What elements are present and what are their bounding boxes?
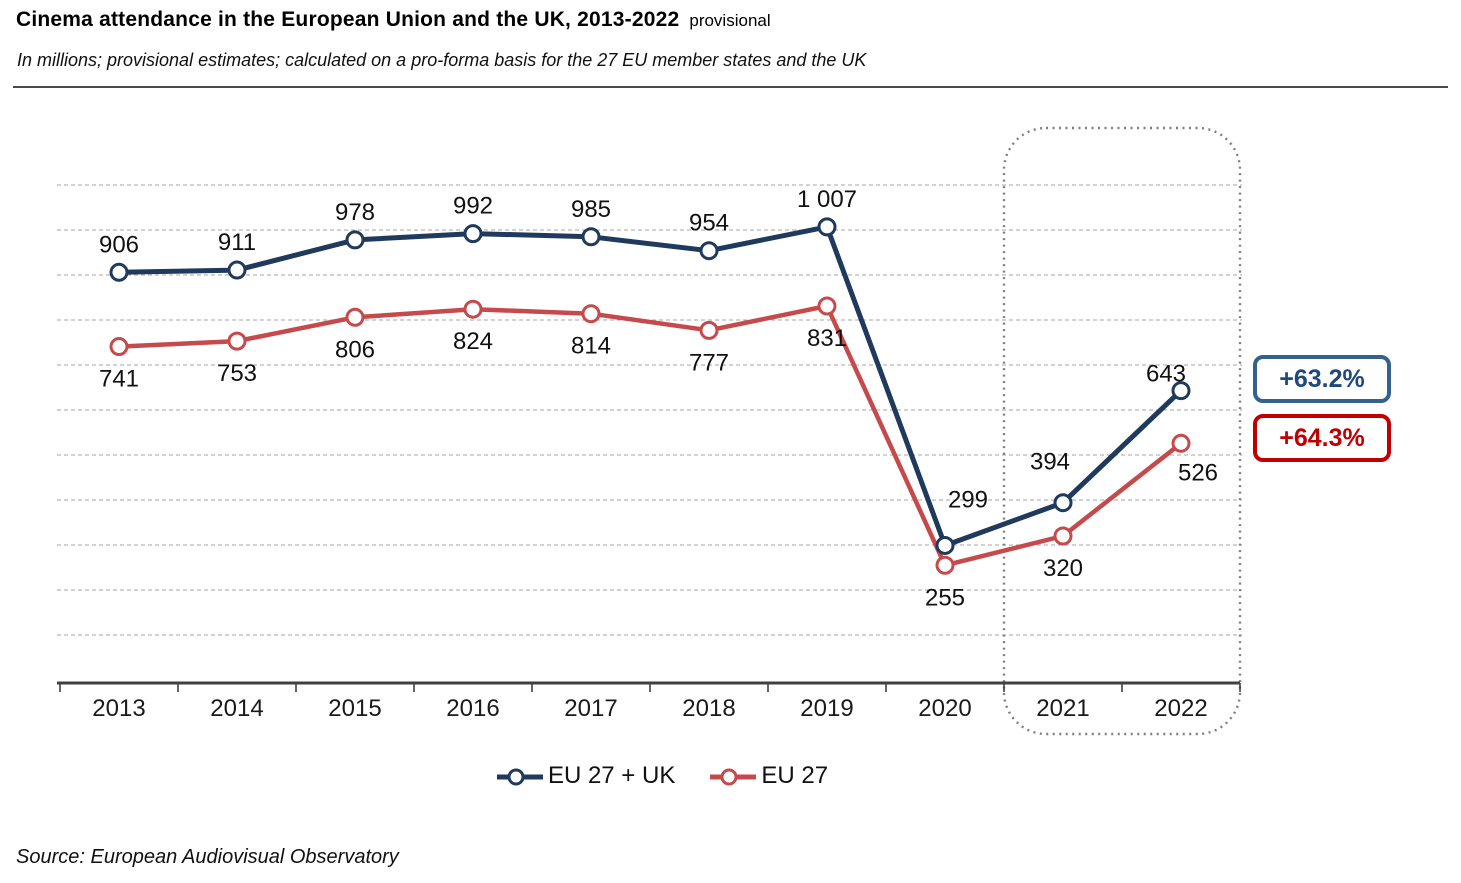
data-point: [817, 296, 837, 316]
data-point: [1171, 381, 1191, 401]
series-line-eu27: [116, 303, 1184, 568]
data-point: [1053, 526, 1073, 546]
series-line-eu27-uk: [116, 224, 1184, 548]
data-point: [817, 217, 837, 237]
data-label: 814: [571, 333, 611, 360]
data-point: [1171, 433, 1191, 453]
data-point: [345, 230, 365, 250]
data-label: 526: [1178, 459, 1218, 486]
data-point: [109, 337, 129, 357]
data-label: 978: [335, 199, 375, 226]
data-label: 1 007: [797, 186, 857, 213]
year-label: 2016: [446, 695, 499, 722]
year-label: 2014: [210, 695, 263, 722]
data-point: [699, 320, 719, 340]
data-label: 911: [218, 229, 256, 256]
data-point: [699, 241, 719, 261]
chart-legend: EU 27 + UK EU 27: [0, 762, 1324, 790]
data-point: [935, 555, 955, 575]
data-point: [463, 299, 483, 319]
highlight-box: [1002, 126, 1242, 736]
data-point: [109, 262, 129, 282]
data-label: 906: [99, 231, 139, 258]
data-label: 806: [335, 336, 375, 363]
data-point: [581, 227, 601, 247]
data-label: 831: [807, 325, 847, 352]
header: Cinema attendance in the European Union …: [16, 8, 771, 32]
year-label: 2018: [682, 695, 735, 722]
legend-label: EU 27 + UK: [547, 762, 676, 789]
data-label: 985: [571, 196, 611, 223]
data-label: 824: [453, 328, 493, 355]
data-label: 777: [689, 349, 729, 376]
year-label: 2022: [1154, 695, 1207, 722]
data-label: 753: [217, 360, 257, 387]
source-note: Source: European Audiovisual Observatory: [16, 846, 399, 868]
data-point: [227, 331, 247, 351]
data-label: 299: [948, 487, 988, 514]
year-label: 2013: [92, 695, 145, 722]
year-label: 2021: [1036, 695, 1089, 722]
data-point: [935, 535, 955, 555]
year-label: 2015: [328, 695, 381, 722]
growth-badge-eu27-uk: +63.2%: [1253, 355, 1391, 403]
year-label: 2017: [564, 695, 617, 722]
line-marker-icon: [709, 766, 757, 786]
data-label: 741: [99, 366, 139, 393]
data-point: [1053, 493, 1073, 513]
growth-badge-eu27: +64.3%: [1253, 414, 1391, 462]
page-title-suffix: provisional: [689, 11, 771, 30]
data-label: 394: [1030, 449, 1070, 476]
page-title: Cinema attendance in the European Union …: [16, 8, 680, 31]
data-label: 255: [925, 584, 965, 611]
data-point: [345, 307, 365, 327]
data-label: 643: [1146, 361, 1186, 388]
data-label: 992: [453, 193, 493, 220]
year-label: 2019: [800, 695, 853, 722]
line-marker-icon: [496, 766, 544, 786]
data-point: [581, 304, 601, 324]
year-label: 2020: [918, 695, 971, 722]
header-divider: [13, 86, 1448, 88]
data-label: 954: [689, 210, 729, 237]
data-point: [227, 260, 247, 280]
chart-subtitle: In millions; provisional estimates; calc…: [17, 50, 867, 70]
data-label: 320: [1043, 555, 1083, 582]
legend-item-eu27-uk: EU 27 + UK: [496, 762, 675, 790]
legend-item-eu27: EU 27: [709, 762, 828, 790]
legend-label: EU 27: [761, 762, 829, 789]
data-point: [463, 224, 483, 244]
